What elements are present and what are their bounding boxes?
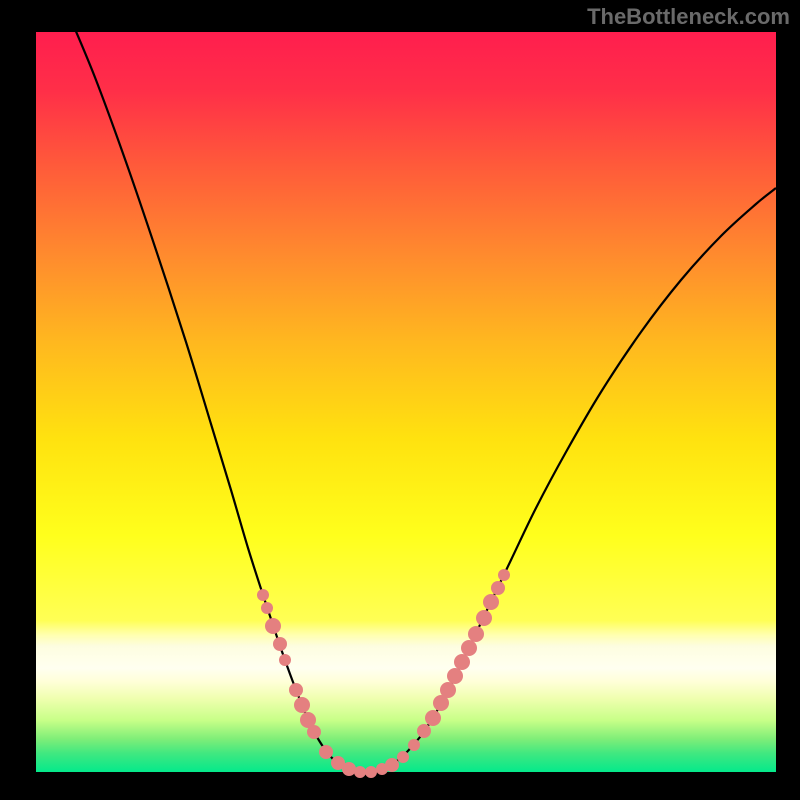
curve-marker [491, 581, 505, 595]
bottleneck-curve [72, 32, 776, 772]
curve-marker [440, 682, 456, 698]
curve-marker [289, 683, 303, 697]
curve-marker [279, 654, 291, 666]
chart-plot-area [36, 32, 776, 772]
curve-marker [417, 724, 431, 738]
curve-marker [468, 626, 484, 642]
curve-marker [476, 610, 492, 626]
curve-marker [483, 594, 499, 610]
curve-marker [261, 602, 273, 614]
chart-svg [36, 32, 776, 772]
curve-marker [265, 618, 281, 634]
curve-marker [307, 725, 321, 739]
curve-marker [425, 710, 441, 726]
curve-marker [408, 739, 420, 751]
curve-marker [397, 751, 409, 763]
curve-marker [454, 654, 470, 670]
curve-marker [461, 640, 477, 656]
curve-marker [257, 589, 269, 601]
curve-marker [273, 637, 287, 651]
curve-marker [498, 569, 510, 581]
watermark-text: TheBottleneck.com [587, 4, 790, 30]
curve-marker [447, 668, 463, 684]
curve-marker [319, 745, 333, 759]
curve-marker [294, 697, 310, 713]
